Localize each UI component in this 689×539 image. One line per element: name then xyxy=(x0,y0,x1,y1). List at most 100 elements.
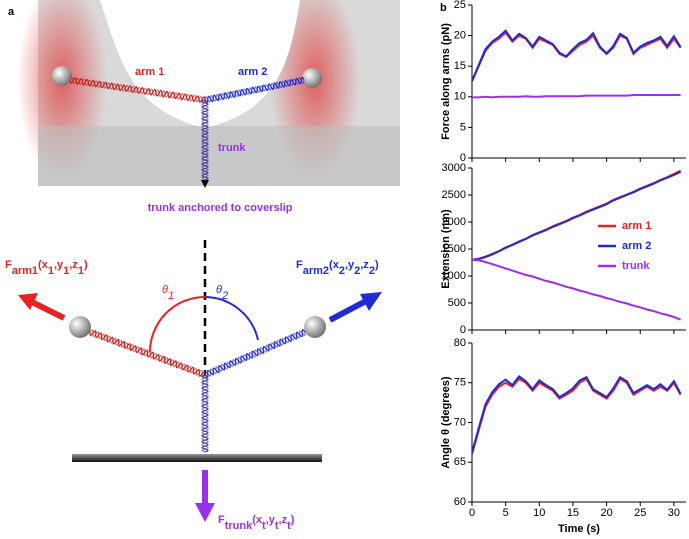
series-line xyxy=(471,29,682,82)
legend-label: arm 2 xyxy=(622,240,651,252)
anchor-label: trunk anchored to coverslip xyxy=(148,202,293,214)
series-line xyxy=(471,31,682,82)
subscript: trunk xyxy=(225,520,253,532)
helix-strand xyxy=(201,374,209,453)
helix-strand xyxy=(204,330,306,377)
formula-text: ,y xyxy=(266,514,276,526)
formula-text: (x xyxy=(38,259,49,271)
y-axis-label: Angle θ (degrees) xyxy=(440,376,452,468)
x-tick-label: 20 xyxy=(600,507,612,519)
y-axis-label: Force along arms (pN) xyxy=(440,23,452,140)
y-tick-label: 2500 xyxy=(442,189,466,201)
arrowhead xyxy=(195,503,215,522)
panel-label: b xyxy=(440,2,447,14)
y-tick-label: 65 xyxy=(454,456,466,468)
formula-text: ) xyxy=(84,259,88,271)
force-label: Farm1(x1,y1,z1) xyxy=(5,259,88,277)
formula-text: F xyxy=(296,259,303,271)
y-tick-label: 2000 xyxy=(442,216,466,228)
y-tick-label: 20 xyxy=(454,30,466,42)
formula-text: ,z xyxy=(69,259,78,271)
force-diagram xyxy=(18,240,382,522)
subscript: 1 xyxy=(48,265,54,277)
subscript: 2 xyxy=(369,265,375,277)
subscript: t xyxy=(275,520,279,532)
angle-arc xyxy=(149,296,206,353)
helix-strand xyxy=(204,77,305,103)
angle-label: θ2 xyxy=(216,284,228,302)
subscript: 2 xyxy=(221,290,228,302)
series-line xyxy=(471,258,681,321)
force-arrow xyxy=(30,299,66,321)
focus-region xyxy=(100,0,300,128)
angle-arc xyxy=(204,296,259,341)
helix-strand xyxy=(201,99,209,181)
formula-text: ,y xyxy=(54,259,64,271)
formula-text: F xyxy=(5,259,12,271)
formula-text: (x xyxy=(252,514,263,526)
y-tick-label: 1500 xyxy=(442,243,466,255)
bead xyxy=(304,316,326,338)
y-axis-label: Extension (nm) xyxy=(440,209,452,289)
series-line xyxy=(471,375,682,453)
x-axis-label: Time (s) xyxy=(558,523,600,535)
arrowhead xyxy=(201,180,209,188)
y-tick-label: 3000 xyxy=(442,162,466,174)
subscript: 2 xyxy=(339,265,345,277)
y-tick-label: 60 xyxy=(454,496,466,508)
subscript: 1 xyxy=(78,265,84,277)
y-tick-label: 15 xyxy=(454,60,466,72)
y-tick-label: 0 xyxy=(460,152,466,164)
surface xyxy=(72,454,322,462)
x-tick-label: 15 xyxy=(567,507,579,519)
x-tick-label: 5 xyxy=(503,507,509,519)
arm-label: arm 2 xyxy=(238,66,267,78)
formula-text: ,y xyxy=(345,259,355,271)
force-label: Ftrunk(xt,yt,zt) xyxy=(218,514,295,532)
formula-text: θ xyxy=(162,284,168,296)
y-tick-label: 75 xyxy=(454,377,466,389)
coverslip xyxy=(38,126,400,186)
dna-helices xyxy=(69,76,306,453)
arrowhead xyxy=(18,293,38,310)
formula-text: F xyxy=(218,514,225,526)
subscript: t xyxy=(262,520,266,532)
legend-label: trunk xyxy=(622,260,650,272)
formula-text: (x xyxy=(329,259,340,271)
bead xyxy=(52,66,72,86)
helix-strand xyxy=(89,329,206,378)
y-tick-label: 500 xyxy=(448,297,466,309)
formula-text: ,z xyxy=(360,259,369,271)
formula-text: ,z xyxy=(279,514,288,526)
bead xyxy=(69,316,91,338)
charts: 0 5 10 15 20 25 Force along arms (pN) 0 500 1000 1… xyxy=(440,0,686,535)
y-tick-label: 80 xyxy=(454,337,466,349)
legend-label: arm 1 xyxy=(622,220,651,232)
formula-text: ) xyxy=(291,514,295,526)
y-tick-label: 0 xyxy=(460,324,466,336)
y-tick-label: 70 xyxy=(454,416,466,428)
panel-label: a xyxy=(8,6,15,18)
angle-label: θ1 xyxy=(162,284,174,302)
subscript: arm1 xyxy=(12,265,38,277)
subscript: 1 xyxy=(168,290,174,302)
series-line xyxy=(471,377,682,455)
series-line xyxy=(472,94,681,99)
y-tick-label: 25 xyxy=(454,0,466,11)
force-arrow xyxy=(328,298,368,323)
y-tick-label: 5 xyxy=(460,121,466,133)
y-tick-label: 10 xyxy=(454,91,466,103)
arm-label: arm 1 xyxy=(135,66,164,78)
subscript: arm2 xyxy=(303,265,329,277)
x-tick-label: 30 xyxy=(668,507,680,519)
subscript: t xyxy=(287,520,291,532)
arrowhead xyxy=(360,292,382,311)
formula-text: θ xyxy=(216,284,222,296)
force-label: Farm2(x2,y2,z2) xyxy=(296,259,379,277)
y-tick-label: 1000 xyxy=(442,270,466,282)
x-tick-label: 0 xyxy=(469,507,475,519)
subscript: 2 xyxy=(354,265,360,277)
trunk-label: trunk xyxy=(218,142,246,154)
helix-strand xyxy=(69,76,206,104)
